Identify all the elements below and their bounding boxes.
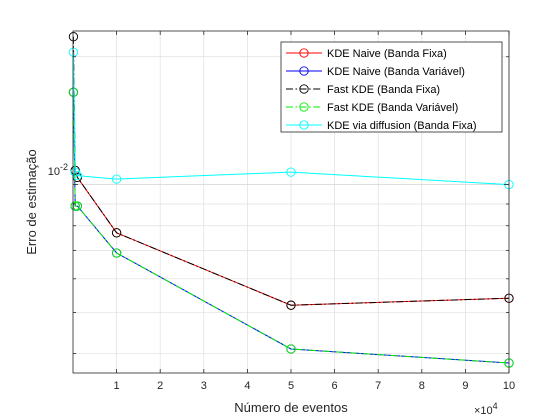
data-point — [111, 174, 122, 184]
data-point — [286, 300, 296, 310]
y-tick-base: 10 — [48, 166, 60, 178]
legend-marker — [299, 66, 309, 76]
x-tick-label: 5 — [288, 380, 294, 392]
data-point — [68, 87, 79, 97]
x-axis-exponent: ×104 — [474, 401, 498, 417]
y-tick-exponent: -2 — [60, 162, 68, 172]
legend-item: KDE Naive (Banda Variável) — [286, 66, 465, 78]
x-tick-label: 7 — [375, 380, 381, 392]
x-axis-exponent-base: ×10 — [474, 405, 493, 417]
legend-label: Fast KDE (Banda Fixa) — [327, 84, 440, 96]
data-point — [111, 248, 122, 258]
data-point — [68, 32, 79, 42]
legend-marker — [299, 84, 309, 94]
legend-label: KDE Naive (Banda Variável) — [327, 66, 465, 78]
legend-item: KDE via diffusion (Banda Fixa) — [286, 120, 477, 132]
x-tick-label: 4 — [244, 380, 250, 392]
data-point — [70, 201, 80, 211]
legend-marker — [299, 48, 309, 58]
data-point — [286, 344, 296, 354]
legend-label: Fast KDE (Banda Variável) — [327, 102, 458, 114]
series-line — [72, 92, 510, 364]
legend-box — [280, 41, 503, 133]
legend-item: Fast KDE (Banda Variável) — [286, 102, 458, 114]
series-4 — [68, 87, 514, 368]
x-tick-label: 10 — [503, 380, 515, 392]
x-tick-label: 3 — [201, 380, 207, 392]
legend-item: Fast KDE (Banda Fixa) — [286, 84, 440, 96]
x-tick-label: 1 — [114, 380, 120, 392]
y-axis-label: Erro de estimação — [24, 149, 39, 255]
legend-marker — [299, 102, 309, 112]
series-5 — [68, 47, 514, 190]
x-axis-label: Número de eventos — [234, 400, 348, 415]
plot-lines — [68, 32, 514, 368]
x-tick-label: 2 — [157, 380, 163, 392]
legend-label: KDE via diffusion (Banda Fixa) — [327, 120, 477, 132]
x-tick-label: 6 — [332, 380, 338, 392]
x-tick-label: 8 — [419, 380, 425, 392]
data-point — [111, 228, 122, 238]
y-tick-label: 10-2 — [48, 162, 68, 178]
legend-label: KDE Naive (Banda Fixa) — [327, 48, 447, 60]
legend-marker — [299, 120, 309, 130]
y-axis-ticks — [73, 56, 509, 354]
x-axis-exponent-power: 4 — [493, 401, 498, 411]
series-line — [72, 52, 510, 186]
x-axis-ticks: 1 2 3 4 5 6 7 8 9 10 — [114, 31, 515, 392]
legend: KDE Naive (Banda Fixa) KDE Naive (Banda V… — [280, 41, 503, 133]
data-point — [286, 167, 296, 177]
legend-items: KDE Naive (Banda Fixa) KDE Naive (Banda V… — [286, 48, 477, 132]
legend-item: KDE Naive (Banda Fixa) — [286, 48, 447, 60]
x-tick-label: 9 — [462, 380, 468, 392]
